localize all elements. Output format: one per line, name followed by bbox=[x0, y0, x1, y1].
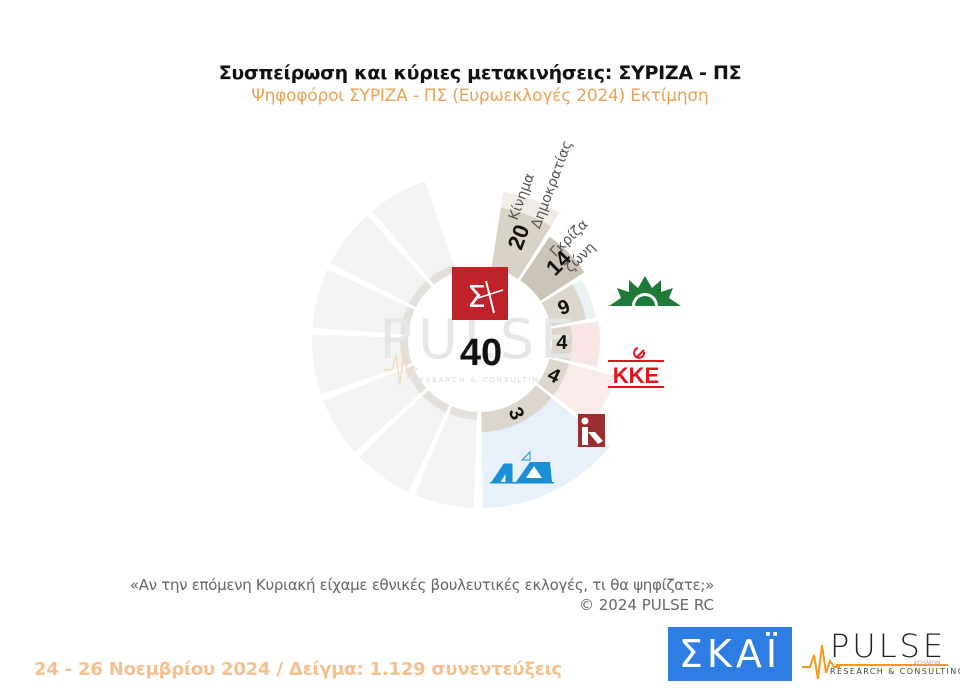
remainder-segment bbox=[312, 269, 415, 335]
remainder-segment bbox=[312, 334, 412, 395]
remainder-segment bbox=[323, 366, 427, 452]
center-summary: Σ 40 bbox=[452, 267, 508, 374]
pulse-underline bbox=[836, 664, 948, 666]
chart-wedges bbox=[312, 181, 616, 508]
center-disc bbox=[410, 270, 550, 410]
kke-logo: ΚΚΕ bbox=[608, 347, 664, 388]
svg-text:RESEARCH & CONSULTING: RESEARCH & CONSULTING bbox=[413, 376, 548, 384]
svg-text:Σ: Σ bbox=[467, 280, 486, 315]
center-value: 40 bbox=[460, 332, 502, 374]
pulse-wave-icon bbox=[802, 644, 840, 680]
skai-logo: ΣΚΑΪ bbox=[668, 627, 792, 681]
remainder-segment bbox=[414, 406, 478, 508]
survey-question: «Αν την επόμενη Κυριακή είχαμε εθνικές β… bbox=[129, 576, 714, 594]
party-logos: ΚΚΕ bbox=[490, 276, 681, 484]
syriza-logo: Σ bbox=[452, 267, 508, 320]
copyright: © 2024 PULSE RC bbox=[578, 596, 714, 614]
chart-subtitle: Ψηφοφόροι ΣΥΡΙΖΑ - ΠΣ (Ευρωεκλογές 2024)… bbox=[251, 86, 709, 106]
nd-logo bbox=[490, 450, 554, 484]
pulse-kosmon: KOSMON bbox=[914, 660, 941, 667]
plefsi-logo bbox=[578, 414, 605, 447]
pulse-logo: PULSE KOSMON RESEARCH & CONSULTING bbox=[800, 627, 960, 683]
remainder-segment bbox=[359, 390, 450, 493]
pulse-wordmark: PULSE bbox=[830, 627, 947, 665]
date-and-sample: 24 - 26 Νοεμβρίου 2024 / Δείγμα: 1.129 σ… bbox=[34, 659, 562, 680]
chart-title: Συσπείρωση και κύριες μετακινήσεις: ΣΥΡΙ… bbox=[218, 62, 742, 84]
remainder-segment bbox=[330, 215, 432, 308]
pulse-tagline: RESEARCH & CONSULTING bbox=[830, 667, 960, 676]
remainder-segment bbox=[372, 181, 457, 285]
segment-value: 4 bbox=[556, 332, 569, 354]
pasok-sun-logo bbox=[609, 276, 681, 306]
svg-text:ΚΚΕ: ΚΚΕ bbox=[613, 363, 659, 388]
